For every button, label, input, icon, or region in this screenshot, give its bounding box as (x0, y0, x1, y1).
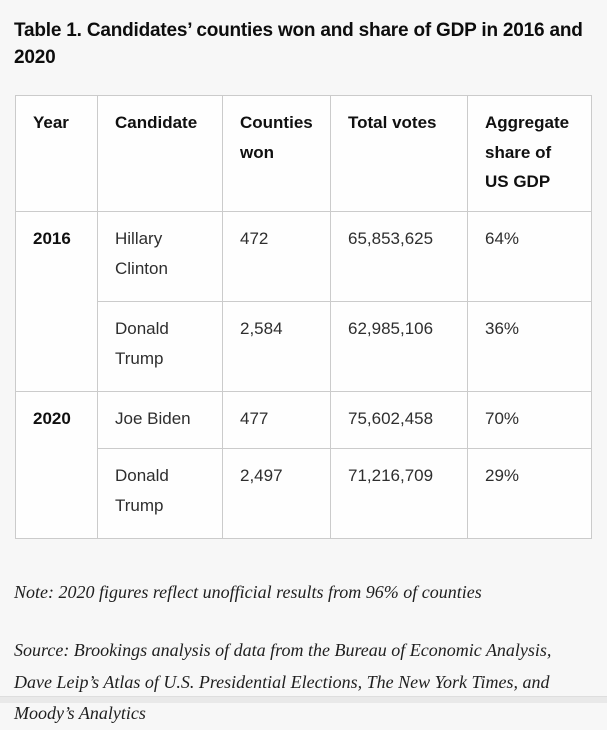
col-header-gdp-share: Aggregate share of US GDP (467, 94, 592, 213)
cell-counties-won: 2,584 (222, 301, 331, 393)
table-row-2020-biden: 2020 Joe Biden 477 75,602,458 70% (15, 391, 592, 539)
table-row-2016-trump: Donald Trump 2,584 62,985,106 36% (16, 301, 592, 393)
table-note: Note: 2020 figures reflect unofficial re… (14, 581, 482, 602)
table-row-2016-clinton: 2016 Hillary Clinton 472 65,853,625 64% (15, 211, 592, 393)
table-source: Source: Brookings analysis of data from … (14, 640, 552, 724)
cell-gdp-share: 36% (467, 301, 592, 393)
cell-total-votes: 62,985,106 (330, 301, 468, 393)
cell-gdp-share: 70% (467, 391, 592, 449)
cell-gdp-share: 29% (467, 447, 592, 539)
cell-candidate: Joe Biden (97, 391, 223, 449)
cell-total-votes: 75,602,458 (330, 391, 468, 449)
year-cell-2020: 2020 (15, 391, 98, 539)
candidates-gdp-table: Year Candidate Counties won Total votes … (15, 94, 592, 539)
cell-candidate: Hillary Clinton (97, 211, 223, 303)
cell-gdp-share: 64% (467, 211, 592, 303)
cell-total-votes: 71,216,709 (330, 447, 468, 539)
col-header-total-votes: Total votes (330, 94, 468, 213)
cell-counties-won: 477 (222, 391, 331, 449)
cell-counties-won: 2,497 (222, 447, 331, 539)
col-header-candidate: Candidate (97, 94, 223, 213)
table-row-2020-trump: Donald Trump 2,497 71,216,709 29% (16, 447, 592, 539)
header-row: Year Candidate Counties won Total votes … (15, 94, 592, 213)
year-cell-2016: 2016 (15, 211, 98, 393)
col-header-year: Year (15, 94, 98, 213)
next-section-edge (0, 696, 607, 703)
cell-candidate: Donald Trump (97, 447, 223, 539)
cell-counties-won: 472 (222, 211, 331, 303)
cell-candidate: Donald Trump (97, 301, 223, 393)
cell-total-votes: 65,853,625 (330, 211, 468, 303)
table-title: Table 1. Candidates’ counties won and sh… (14, 20, 583, 68)
col-header-counties-won: Counties won (222, 94, 331, 213)
